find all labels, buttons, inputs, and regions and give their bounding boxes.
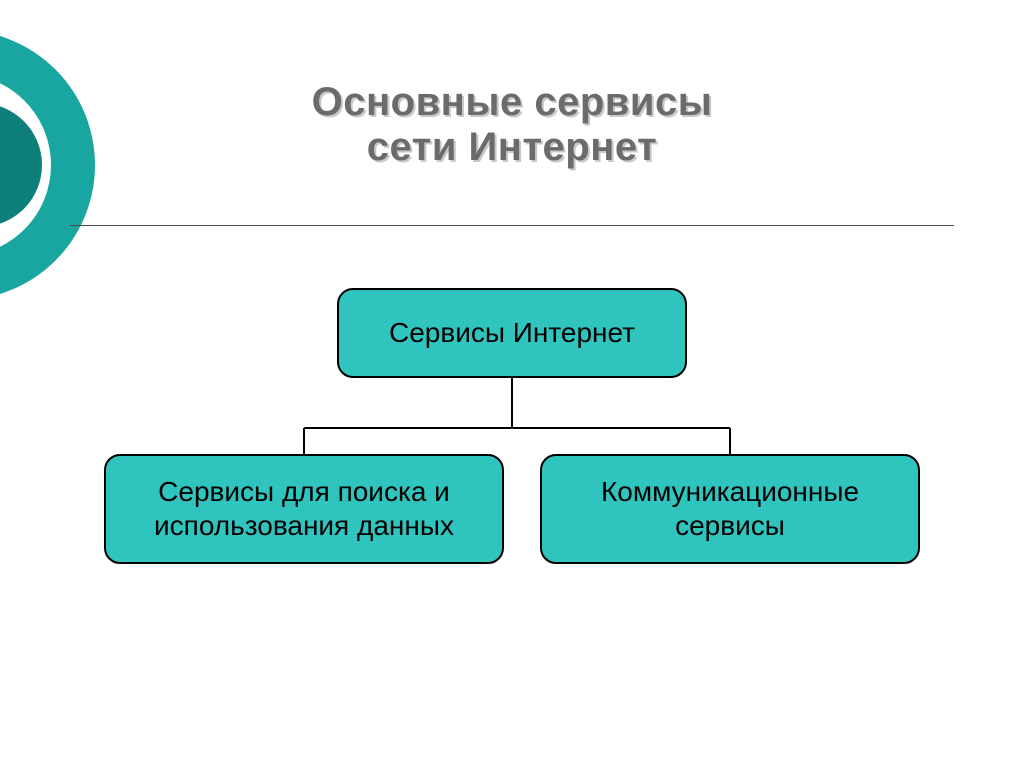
slide-title: Основные сервисы сети Интернет	[0, 80, 1024, 170]
diagram-node-left: Сервисы для поиска и использования данны…	[104, 454, 504, 564]
node-label: Сервисы для поиска и использования данны…	[116, 475, 492, 542]
connector-right-down	[729, 428, 731, 454]
diagram-node-root: Сервисы Интернет	[337, 288, 687, 378]
title-divider	[70, 225, 954, 226]
title-line-2: сети Интернет	[0, 125, 1024, 170]
title-line-1: Основные сервисы	[0, 80, 1024, 125]
diagram-node-right: Коммуникационные сервисы	[540, 454, 920, 564]
node-label: Сервисы Интернет	[389, 316, 635, 350]
connector-left-down	[303, 428, 305, 454]
connector-root-down	[511, 378, 513, 428]
connector-horizontal-bus	[304, 427, 730, 429]
node-label: Коммуникационные сервисы	[552, 475, 908, 542]
